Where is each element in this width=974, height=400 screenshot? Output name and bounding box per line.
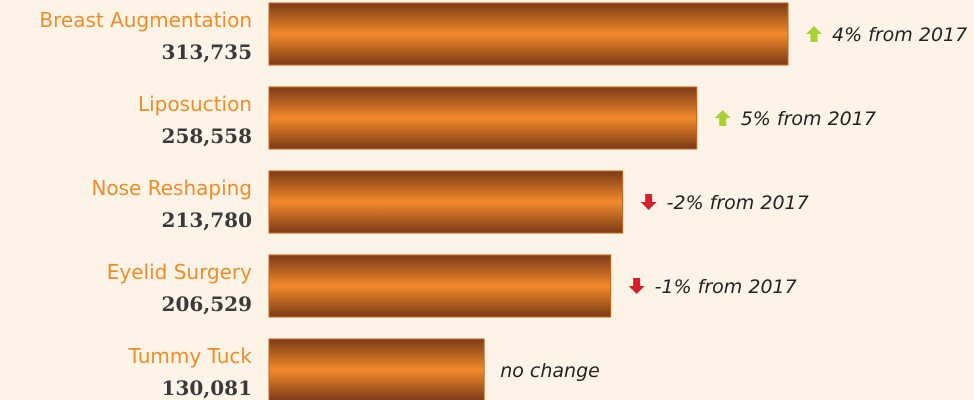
chart-rows: Breast Augmentation 313,735 4% from 2017 Li…	[39, 2, 967, 400]
category-label: Eyelid Surgery	[107, 260, 252, 284]
arrow-up-icon	[714, 110, 731, 126]
bar-row: Liposuction 258,558 5% from 2017	[138, 86, 876, 150]
category-label: Breast Augmentation	[39, 8, 252, 32]
bar-row: Nose Reshaping 213,780 -2% from 2017	[91, 170, 809, 234]
arrow-down-icon	[640, 194, 657, 210]
bar-row: Eyelid Surgery 206,529 -1% from 2017	[107, 254, 797, 318]
value-label: 313,735	[162, 40, 252, 64]
change-label: -2% from 2017	[667, 192, 809, 214]
arrow-down-icon	[628, 278, 645, 294]
category-label: Tummy Tuck	[128, 344, 253, 368]
bar	[268, 86, 698, 150]
change-label: no change	[500, 360, 600, 382]
bar	[268, 2, 789, 66]
bar	[268, 254, 612, 318]
change-label: 4% from 2017	[832, 24, 967, 46]
bar	[268, 170, 624, 234]
category-label: Nose Reshaping	[91, 176, 252, 200]
arrow-up-icon	[806, 26, 822, 42]
bar	[268, 338, 485, 400]
change-label: -1% from 2017	[655, 276, 797, 298]
value-label: 206,529	[162, 292, 252, 316]
bar-row: Breast Augmentation 313,735 4% from 2017	[39, 2, 967, 66]
category-label: Liposuction	[138, 92, 252, 116]
value-label: 213,780	[162, 208, 252, 232]
value-label: 258,558	[162, 124, 252, 148]
change-label: 5% from 2017	[741, 108, 876, 130]
value-label: 130,081	[162, 376, 252, 400]
bar-row: Tummy Tuck 130,081 no change	[128, 338, 600, 400]
